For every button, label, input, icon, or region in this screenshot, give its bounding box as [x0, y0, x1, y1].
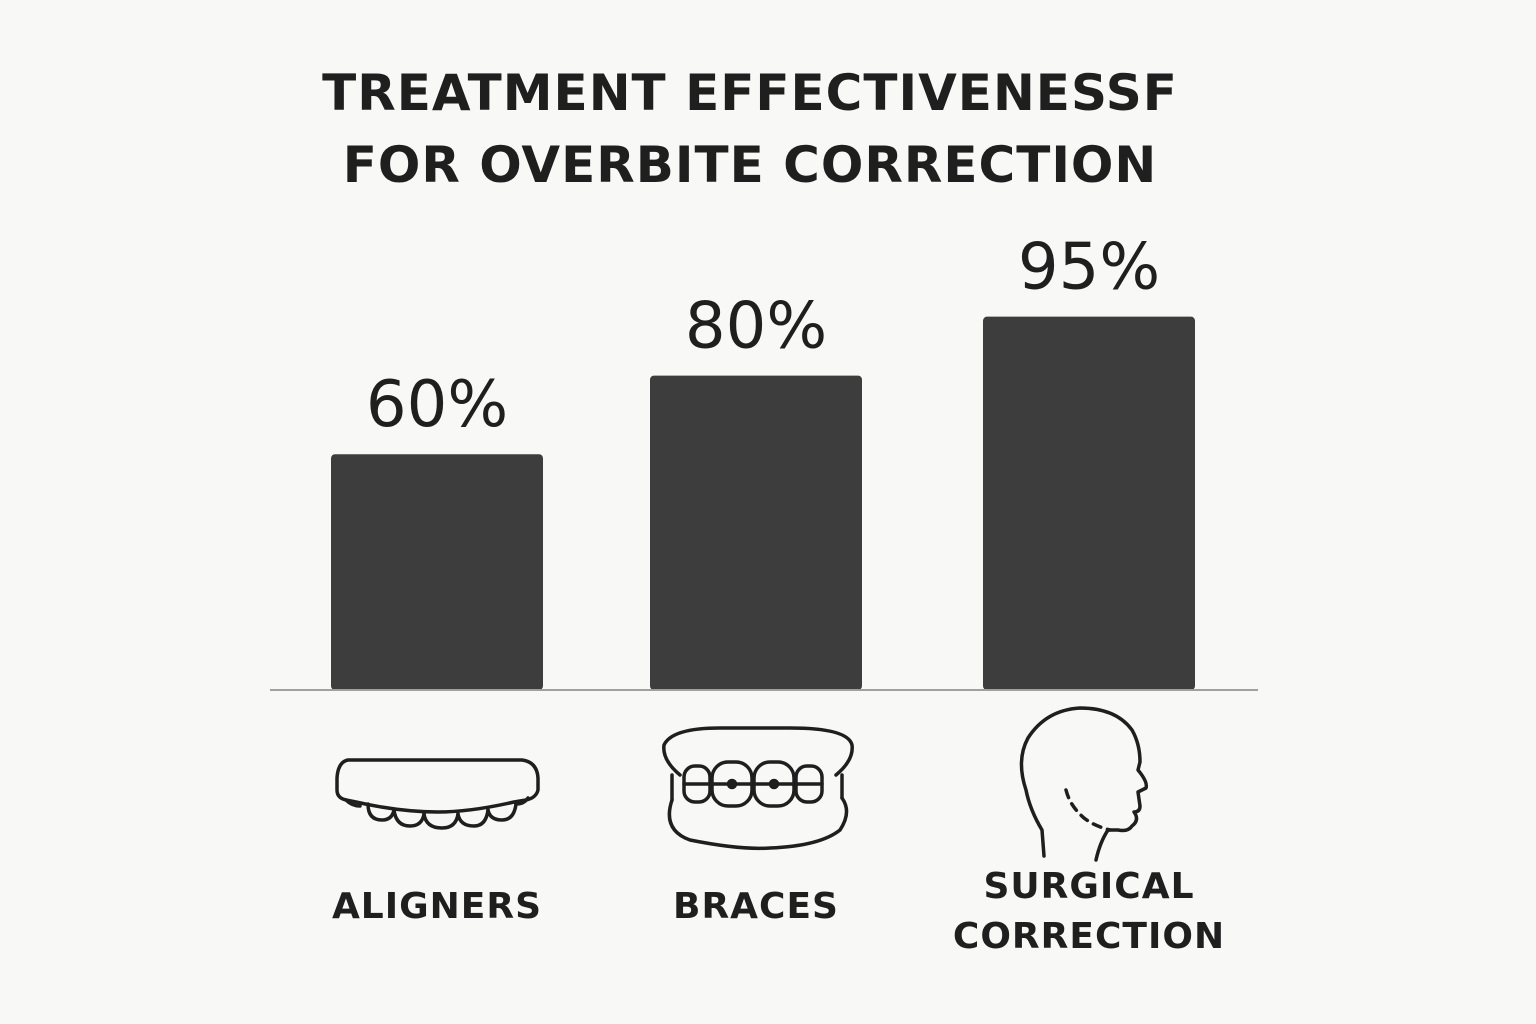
- value-label-1: 60%: [366, 368, 508, 442]
- chart-title-line-1: TREATMENT EFFECTIVENESSF: [322, 64, 1178, 122]
- bar-3: [983, 316, 1195, 690]
- category-label-3-line-2: CORRECTION: [953, 916, 1225, 957]
- category-label-3-line-1: SURGICAL: [983, 866, 1194, 907]
- aligner-icon: [335, 758, 540, 830]
- bar-2: [650, 375, 862, 690]
- bar-1: [331, 454, 543, 690]
- category-label-2-line-1: BRACES: [673, 886, 839, 927]
- head-profile-icon: [1019, 706, 1149, 862]
- value-label-2: 80%: [685, 290, 827, 364]
- value-label-3: 95%: [1018, 231, 1160, 305]
- bars-layer: [331, 316, 1195, 690]
- braces-icon: [662, 726, 854, 851]
- category-label-1-line-1: ALIGNERS: [332, 886, 542, 927]
- labels-layer: 60% ALIGNERS 80% BRACES 95% SURGICAL CORRECTIO…: [332, 231, 1225, 957]
- chart-title-line-2: FOR OVERBITE CORRECTION: [342, 136, 1158, 194]
